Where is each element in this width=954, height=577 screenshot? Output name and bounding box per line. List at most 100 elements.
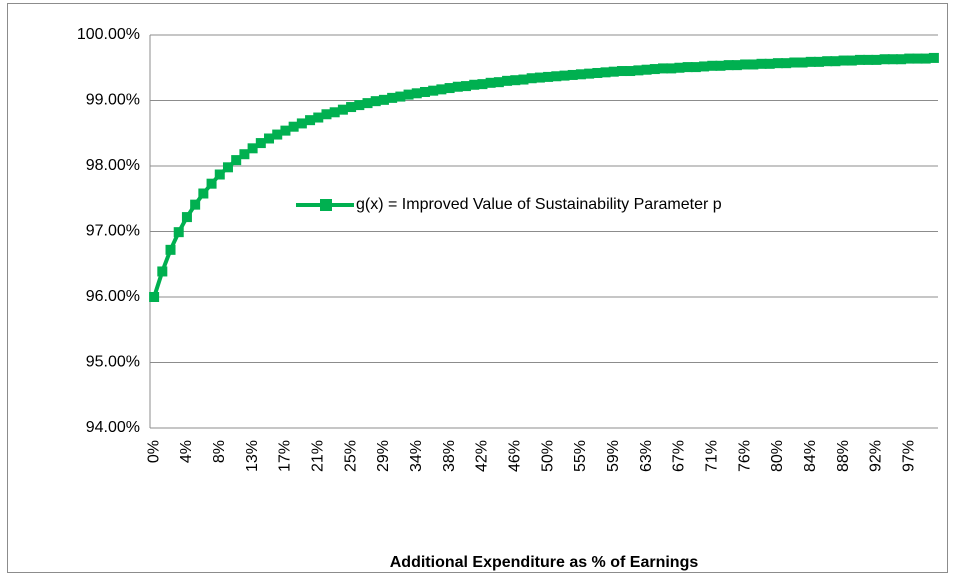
marker <box>863 54 874 65</box>
marker <box>674 62 685 73</box>
marker <box>575 69 586 80</box>
marker <box>419 86 430 97</box>
marker <box>822 56 833 67</box>
marker <box>239 149 250 160</box>
x-tick-label: 46% <box>506 440 523 472</box>
x-tick-label: 4% <box>178 440 195 463</box>
marker <box>633 65 644 76</box>
x-tick-label: 25% <box>342 440 359 472</box>
y-tick-label: 97.00% <box>86 223 140 240</box>
marker <box>846 55 857 66</box>
x-tick-label: 21% <box>309 440 326 472</box>
marker <box>378 94 389 105</box>
marker <box>346 102 357 113</box>
marker <box>337 104 348 115</box>
marker <box>428 85 439 96</box>
marker <box>444 83 455 94</box>
marker <box>904 53 915 64</box>
x-tick-label: 67% <box>671 440 688 472</box>
marker <box>666 63 677 74</box>
marker <box>543 71 554 82</box>
marker <box>255 138 266 149</box>
marker <box>912 53 923 64</box>
x-tick-label: 29% <box>375 440 392 472</box>
marker <box>461 81 472 92</box>
marker <box>165 244 176 255</box>
marker <box>313 112 324 123</box>
marker <box>649 64 660 75</box>
x-tick-label: 13% <box>244 440 261 472</box>
marker <box>477 79 488 90</box>
marker <box>305 115 316 126</box>
legend-label: g(x) = Improved Value of Sustainability … <box>356 196 722 213</box>
marker <box>567 69 578 80</box>
marker <box>370 96 381 107</box>
marker <box>354 100 365 111</box>
marker <box>362 98 373 109</box>
marker <box>600 67 611 78</box>
marker <box>190 199 201 210</box>
marker <box>395 91 406 102</box>
marker <box>920 53 931 64</box>
marker <box>690 62 701 73</box>
x-tick-label: 63% <box>638 440 655 472</box>
x-tick-label: 76% <box>736 440 753 472</box>
marker <box>813 56 824 67</box>
marker <box>387 92 398 103</box>
x-tick-label: 34% <box>408 440 425 472</box>
marker <box>855 54 866 65</box>
y-tick-label: 94.00% <box>86 419 140 436</box>
marker <box>608 66 619 77</box>
y-tick-label: 99.00% <box>86 92 140 109</box>
marker <box>658 63 669 74</box>
marker <box>206 178 217 189</box>
marker <box>214 169 225 180</box>
marker <box>871 54 882 65</box>
marker <box>452 81 463 92</box>
marker <box>625 66 636 77</box>
marker <box>272 129 283 140</box>
x-tick-label: 97% <box>900 440 917 472</box>
marker <box>157 266 168 277</box>
marker <box>551 71 562 82</box>
marker <box>830 56 841 67</box>
marker <box>329 107 340 118</box>
marker <box>584 68 595 79</box>
marker <box>797 57 808 68</box>
marker <box>896 54 907 65</box>
marker <box>518 74 529 85</box>
x-tick-label: 84% <box>802 440 819 472</box>
marker <box>280 125 291 136</box>
x-tick-label: 38% <box>441 440 458 472</box>
marker <box>707 60 718 71</box>
marker <box>534 72 545 83</box>
chart-border <box>7 3 948 573</box>
marker <box>715 60 726 71</box>
marker <box>772 58 783 69</box>
marker <box>740 59 751 70</box>
marker <box>222 162 233 173</box>
marker <box>198 188 209 199</box>
x-tick-label: 0% <box>145 440 162 463</box>
marker <box>436 84 447 95</box>
marker <box>510 75 521 86</box>
marker <box>403 89 414 100</box>
marker <box>231 155 242 166</box>
marker <box>723 60 734 71</box>
marker <box>296 118 307 129</box>
x-tick-label: 17% <box>277 440 294 472</box>
marker <box>789 57 800 68</box>
marker <box>805 56 816 67</box>
marker <box>879 54 890 65</box>
x-tick-label: 50% <box>539 440 556 472</box>
legend-marker <box>320 199 332 211</box>
marker <box>485 77 496 88</box>
x-tick-label: 42% <box>474 440 491 472</box>
marker <box>764 58 775 69</box>
marker <box>502 75 513 86</box>
x-axis-title: Additional Expenditure as % of Earnings <box>390 554 699 571</box>
marker <box>838 55 849 66</box>
marker <box>781 58 792 69</box>
y-tick-label: 96.00% <box>86 288 140 305</box>
